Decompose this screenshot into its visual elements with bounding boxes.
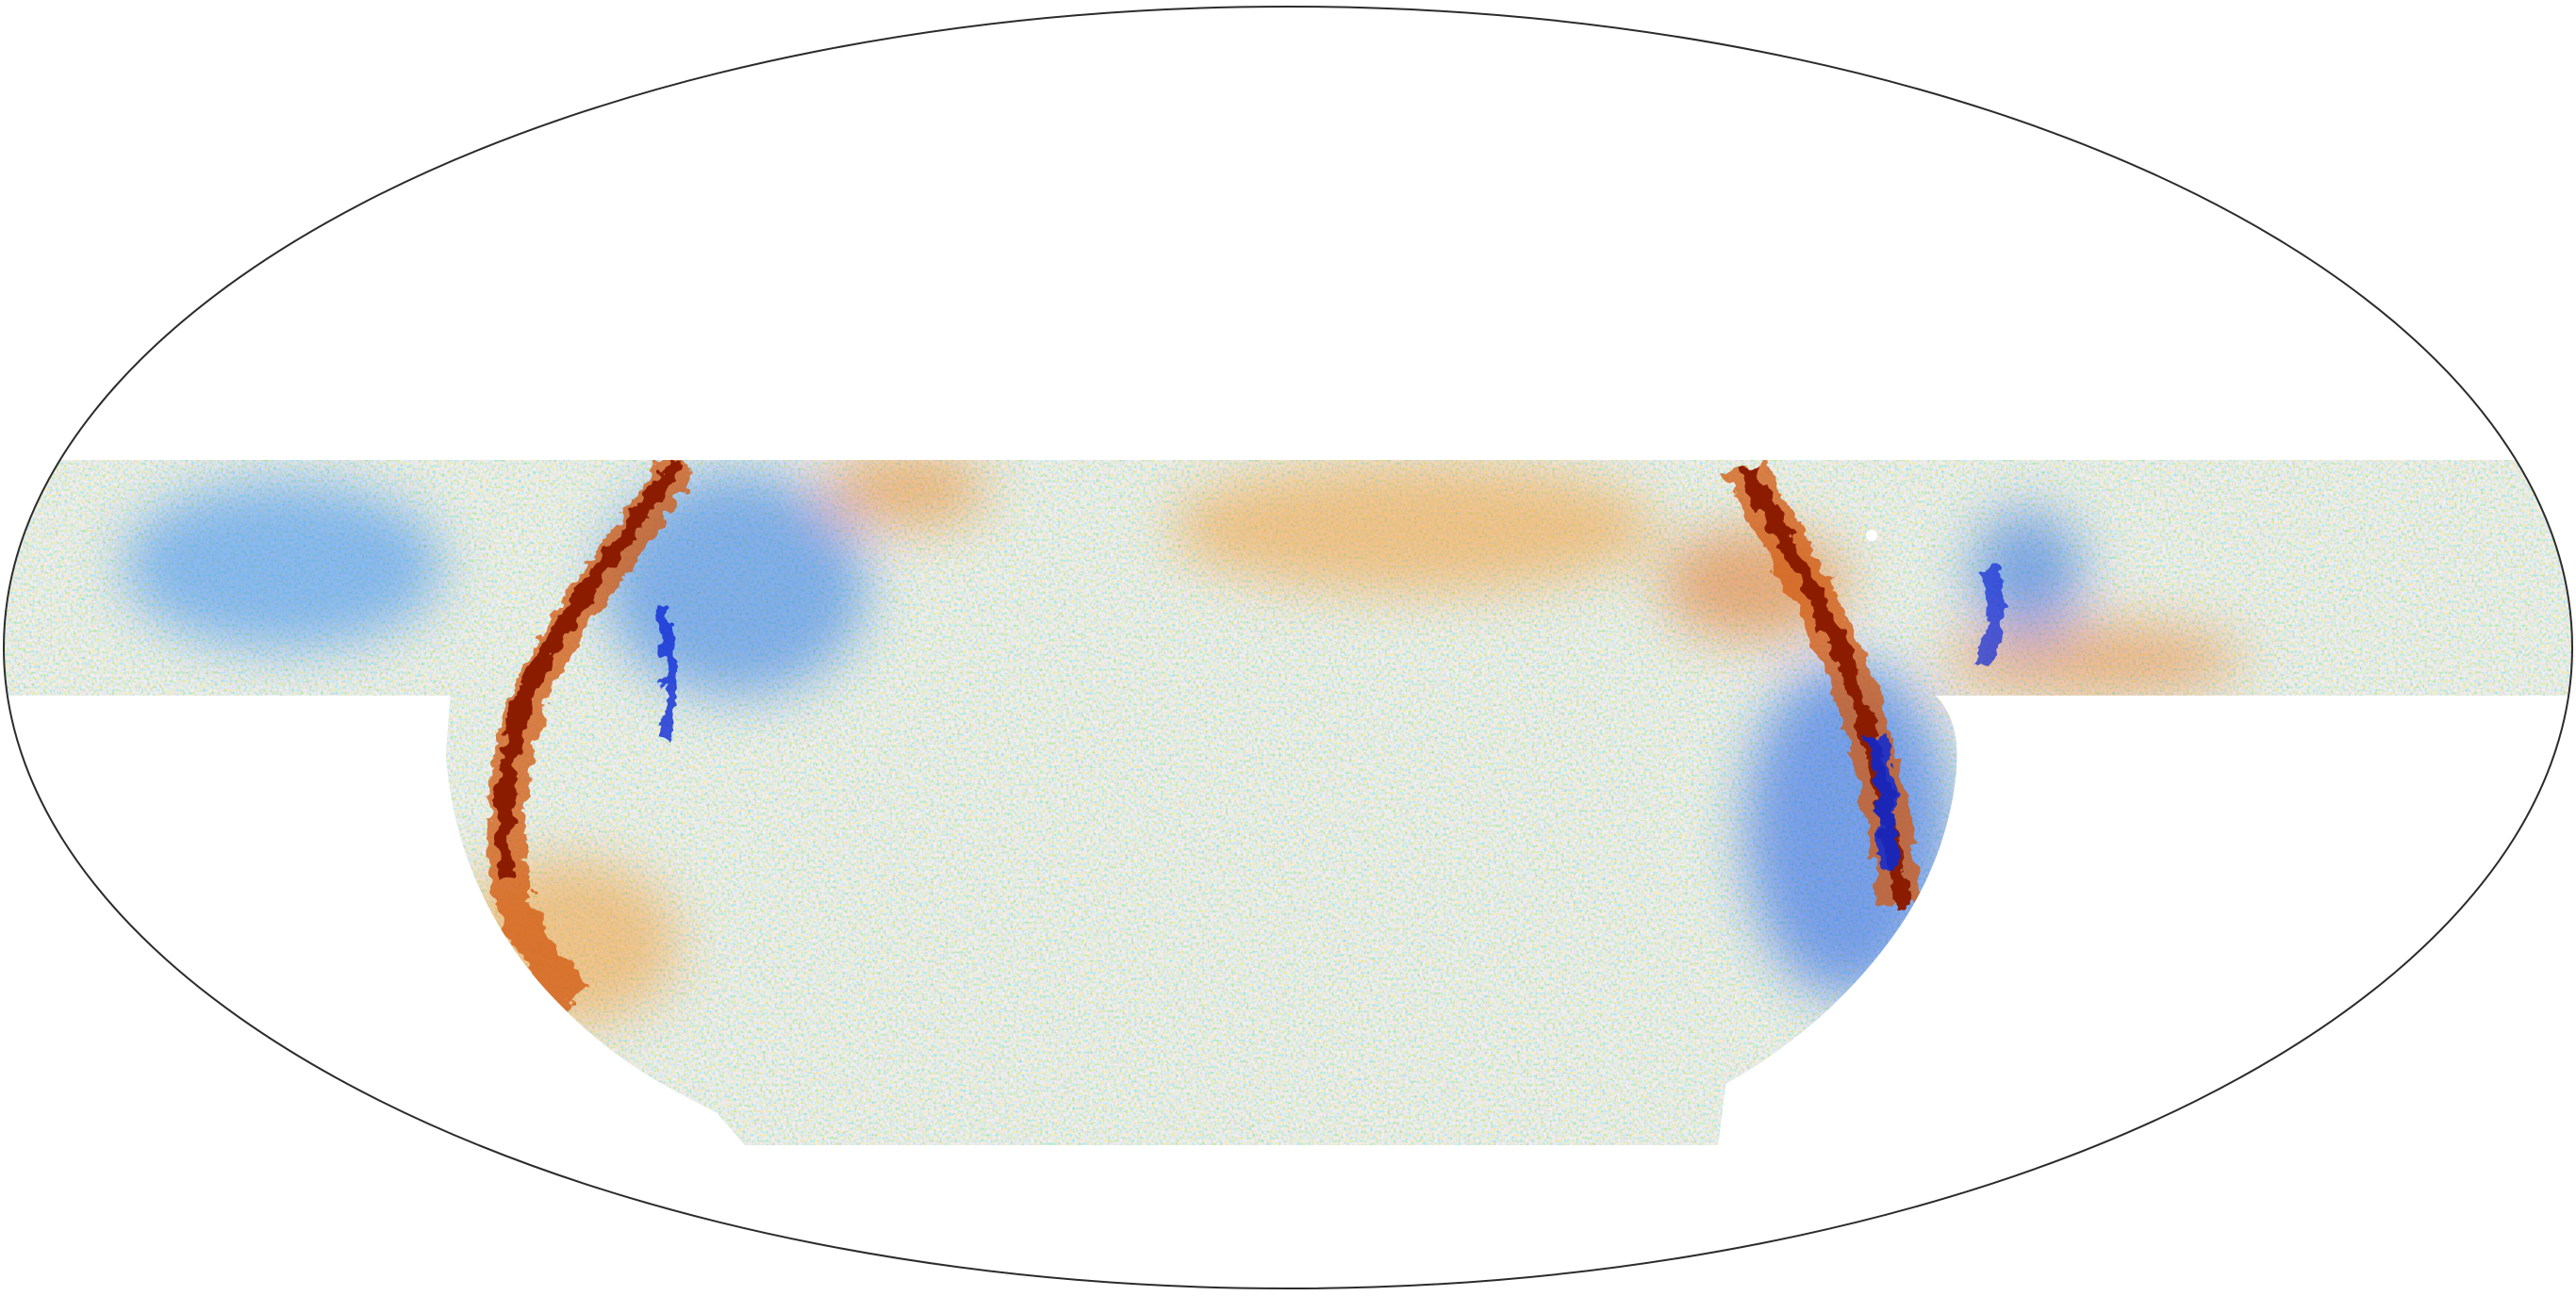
projection-outline: [3, 6, 2573, 1289]
